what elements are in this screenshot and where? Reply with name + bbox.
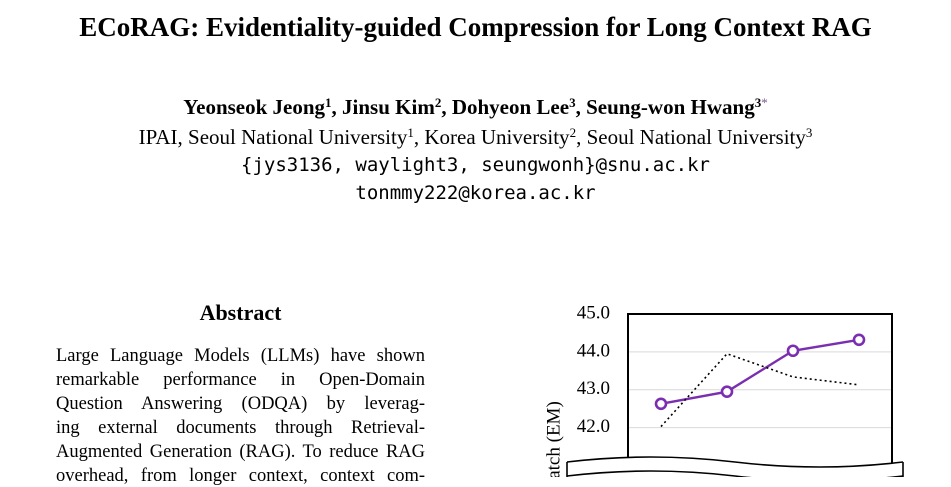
name: , Seoul National University: [576, 125, 806, 149]
abstract-line: remarkable performance in Open-Domain: [56, 370, 425, 390]
email: tonmmy222@korea.ac.kr: [355, 182, 596, 204]
authors: Yeonseok Jeong1, Jinsu Kim2, Dohyeon Lee…: [0, 95, 951, 120]
abstract-line: ing external documents through Retrieval…: [56, 418, 425, 438]
name: , Dohyeon Lee: [441, 95, 570, 119]
name: , Korea University: [413, 125, 570, 149]
abstract-line: Question Answering (ODQA) by leverag-: [56, 394, 425, 414]
abstract-line: Large Language Models (LLMs) have shown: [56, 346, 425, 366]
y-axis-label: atch (EM): [543, 401, 564, 477]
superscript: 3: [805, 125, 813, 140]
superscript: 1: [325, 95, 332, 110]
point: [852, 333, 866, 347]
superscript: 1: [407, 125, 414, 140]
point: [786, 344, 800, 358]
axis-break: [567, 457, 903, 477]
abstract-heading: Abstract: [199, 300, 282, 325]
y-tick-label: 42.0: [577, 416, 610, 437]
y-tick-label: 45.0: [577, 302, 610, 323]
page: {"header": { "title": "ECoRAG: Evidentia…: [0, 12, 951, 486]
series-line: [660, 352, 860, 428]
affiliations: IPAI, Seoul National University1, Korea …: [0, 125, 951, 150]
y-tick-label: 43.0: [577, 378, 610, 399]
plot-frame: [627, 313, 893, 477]
name: IPAI, Seoul National University: [138, 125, 408, 149]
superscript: 2: [434, 95, 442, 110]
name: , Jinsu Kim: [331, 95, 435, 119]
paper-title: ECoRAG: Evidentiality-guided Compression…: [79, 12, 872, 42]
axis-break: [566, 456, 904, 468]
superscript: 3: [754, 95, 762, 110]
point: [720, 385, 734, 398]
chart: 45.0 44.0 43.0 42.0 atch (EM): [543, 302, 904, 477]
name: Yeonseok Jeong: [183, 95, 326, 119]
email: {jys3136, waylight3, seungwonh}@snu.ac.k…: [241, 154, 710, 176]
mark: *: [761, 95, 768, 110]
name: , Seung-won Hwang: [575, 95, 755, 119]
series-line: [660, 338, 860, 405]
point: [654, 397, 668, 411]
superscript: 3: [569, 95, 576, 110]
axis-break: [566, 470, 904, 477]
abstract-line: Augmented Generation (RAG). To reduce RA…: [56, 442, 425, 462]
y-tick-label: 44.0: [577, 340, 610, 361]
superscript: 2: [569, 125, 577, 140]
